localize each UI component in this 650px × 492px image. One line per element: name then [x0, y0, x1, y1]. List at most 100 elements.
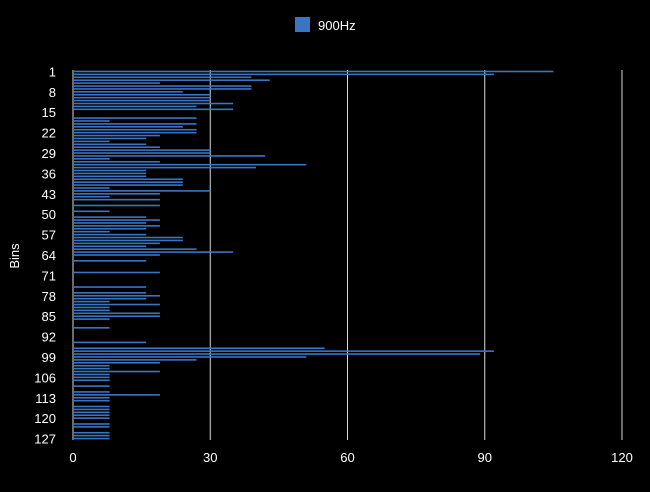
bar-bin-61: [73, 245, 147, 248]
chart-legend: 900Hz: [295, 17, 356, 33]
bar-bin-106: [73, 376, 110, 379]
y-tick-label-36: 36: [42, 166, 56, 181]
y-axis-title: Bins: [7, 243, 22, 269]
bar-bin-64: [73, 254, 160, 256]
bar-bin-14: [73, 108, 234, 111]
bar-bin-38: [73, 178, 183, 181]
bar-bin-105: [73, 373, 110, 376]
bar-bin-82: [73, 306, 110, 309]
bar-bin-51: [73, 216, 147, 218]
bar-bin-25: [73, 140, 110, 143]
bar-bin-13: [73, 105, 197, 108]
gridlines: [72, 70, 623, 440]
bar-bin-104: [73, 370, 160, 373]
bar-bin-18: [73, 120, 110, 122]
bar-bin-116: [73, 405, 110, 408]
x-tick-label-90: 90: [478, 450, 492, 465]
bar-bin-8: [73, 91, 183, 93]
bar-bin-17: [73, 117, 197, 119]
y-tick-label-15: 15: [42, 105, 56, 120]
bar-bin-63: [73, 251, 234, 253]
bar-bin-102: [73, 364, 110, 367]
bar-bin-30: [73, 155, 266, 157]
y-tick-label-127: 127: [34, 432, 56, 447]
bar-bin-52: [73, 219, 160, 221]
bar-bin-109: [73, 385, 110, 387]
y-tick-label-22: 22: [42, 126, 56, 141]
bar-bin-23: [73, 134, 160, 137]
bar-bin-83: [73, 309, 110, 312]
bar-series: [73, 70, 554, 440]
bar-bin-5: [73, 82, 160, 84]
y-tick-label-29: 29: [42, 146, 56, 161]
bar-bin-6: [73, 85, 252, 87]
bar-bin-45: [73, 198, 160, 201]
bar-bin-97: [73, 350, 494, 352]
bar-bin-28: [73, 149, 211, 151]
bar-bin-113: [73, 396, 110, 399]
bar-bin-120: [73, 417, 110, 419]
bar-bin-53: [73, 222, 147, 224]
bar-bin-21: [73, 128, 197, 131]
bar-bin-40: [73, 184, 183, 186]
bar-bin-70: [73, 271, 160, 274]
y-tick-label-50: 50: [42, 207, 56, 222]
bar-bin-33: [73, 163, 307, 166]
bar-bin-29: [73, 152, 211, 154]
bar-bin-103: [73, 367, 110, 370]
bar-bin-31: [73, 158, 110, 160]
y-tick-label-106: 106: [34, 370, 56, 385]
bar-bin-94: [73, 341, 147, 344]
bar-bin-24: [73, 137, 147, 140]
bar-bin-96: [73, 347, 325, 350]
bar-bin-11: [73, 99, 211, 102]
bar-bin-66: [73, 260, 147, 262]
bar-bin-2: [73, 73, 494, 76]
bar-bin-36: [73, 172, 147, 175]
bar-bin-59: [73, 239, 183, 242]
bar-bin-19: [73, 123, 197, 125]
bar-bin-7: [73, 88, 252, 90]
bar-bin-27: [73, 146, 160, 148]
bar-bin-107: [73, 379, 110, 382]
bar-bin-32: [73, 160, 160, 163]
bar-bin-39: [73, 181, 183, 183]
legend-swatch: [295, 17, 310, 32]
y-tick-label-78: 78: [42, 289, 56, 304]
bar-bin-58: [73, 236, 183, 239]
y-axis-ticks: 1 8 15 22 29 36 43 50 57 64 71 78 85 92 99 106 113 120 127: [34, 64, 56, 446]
bar-bin-122: [73, 423, 110, 425]
bar-bin-114: [73, 399, 110, 402]
bar-bin-78: [73, 294, 160, 297]
y-tick-label-8: 8: [49, 85, 56, 100]
bar-bin-37: [73, 175, 147, 178]
bar-bin-12: [73, 102, 234, 105]
y-tick-label-57: 57: [42, 228, 56, 243]
bar-bin-44: [73, 195, 110, 198]
bar-bin-99: [73, 356, 307, 358]
bar-bin-86: [73, 318, 110, 320]
x-tick-label-30: 30: [203, 450, 217, 465]
y-tick-label-71: 71: [42, 268, 56, 283]
y-tick-label-113: 113: [35, 391, 56, 406]
bar-bin-127: [73, 437, 110, 440]
bar-bin-75: [73, 286, 147, 288]
bar-bin-100: [73, 359, 197, 361]
x-axis-ticks: 0 30 60 90 120: [69, 450, 632, 465]
bar-bin-22: [73, 131, 197, 134]
bar-bin-85: [73, 315, 160, 317]
bar-bin-101: [73, 361, 160, 364]
bar-bin-3: [73, 76, 252, 79]
bar-bin-84: [73, 312, 160, 315]
legend-label: 900Hz: [318, 18, 356, 33]
bar-bin-20: [73, 126, 183, 128]
bar-bin-4: [73, 79, 270, 81]
bar-bin-117: [73, 408, 110, 411]
bar-bin-81: [73, 303, 160, 306]
bar-bin-119: [73, 414, 110, 417]
bar-bin-111: [73, 391, 110, 393]
bar-bin-56: [73, 230, 110, 233]
bar-bin-42: [73, 190, 211, 192]
y-tick-label-99: 99: [42, 350, 56, 365]
bar-bin-47: [73, 204, 160, 207]
